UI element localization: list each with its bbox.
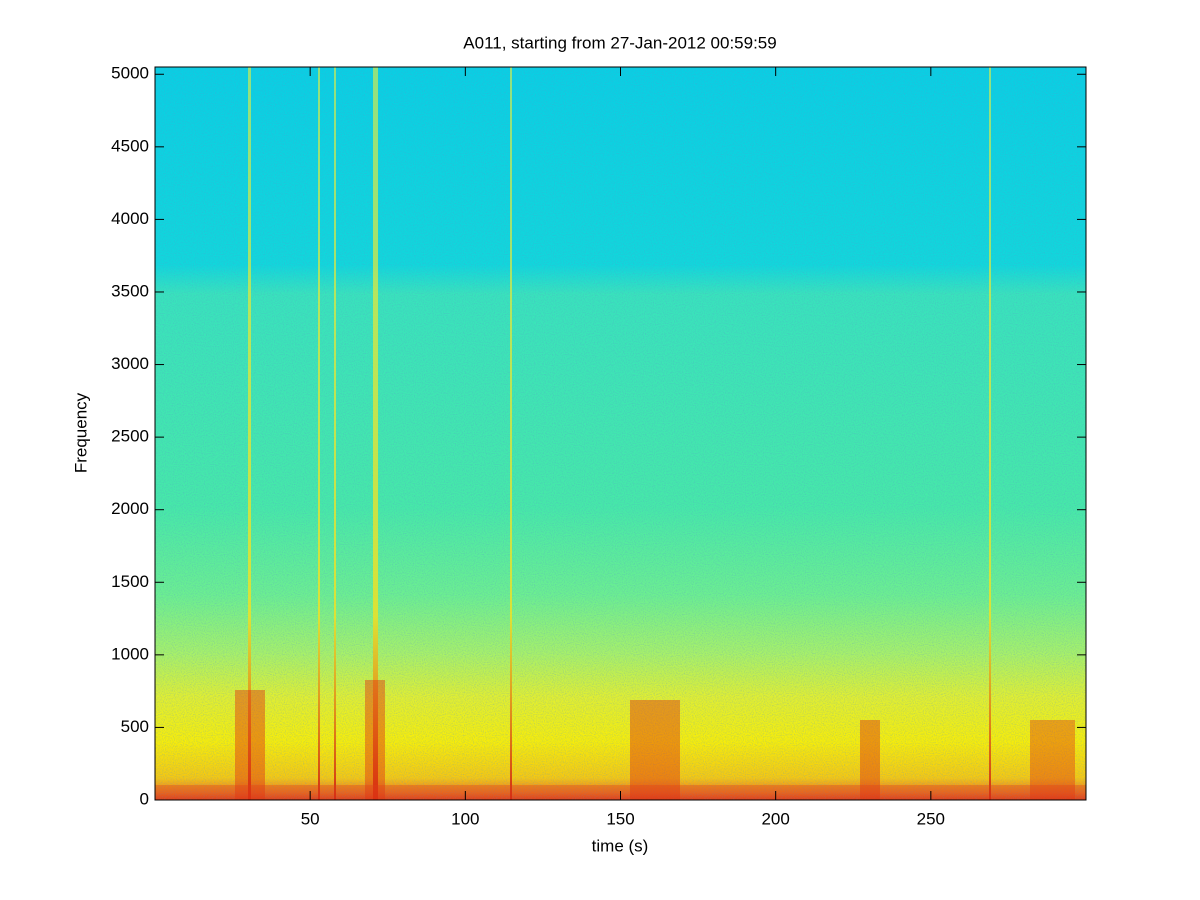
- spectrogram-image: [155, 67, 1086, 800]
- y-axis-label: Frequency: [71, 392, 90, 473]
- x-tick-label: 150: [606, 809, 634, 828]
- y-tick-label: 1000: [111, 644, 149, 663]
- y-tick-label: 500: [121, 717, 149, 736]
- y-tick-label: 1500: [111, 572, 149, 591]
- y-tick-label: 3000: [111, 354, 149, 373]
- x-tick-label: 250: [917, 809, 945, 828]
- y-tick-label: 5000: [111, 64, 149, 83]
- y-tick-label: 4500: [111, 136, 149, 155]
- x-tick-label: 50: [301, 809, 320, 828]
- x-tick-label: 200: [761, 809, 789, 828]
- y-tick-label: 2000: [111, 499, 149, 518]
- y-tick-label: 2500: [111, 427, 149, 446]
- x-tick-label: 100: [451, 809, 479, 828]
- y-tick-label: 4000: [111, 209, 149, 228]
- chart-title: A011, starting from 27-Jan-2012 00:59:59: [463, 33, 776, 52]
- y-tick-label: 3500: [111, 281, 149, 300]
- y-tick-label: 0: [140, 789, 149, 808]
- x-axis-label: time (s): [592, 836, 649, 855]
